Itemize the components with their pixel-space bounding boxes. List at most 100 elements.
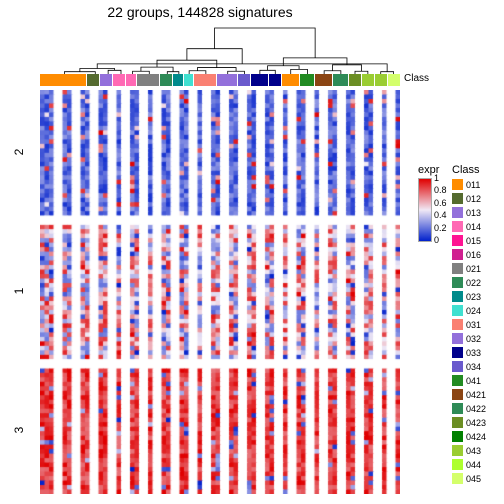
class-label: 031 bbox=[466, 320, 481, 330]
class-legend-item: 015 bbox=[452, 234, 502, 247]
class-label: 013 bbox=[466, 208, 481, 218]
column-group-swatch bbox=[126, 74, 136, 86]
class-label: 023 bbox=[466, 292, 481, 302]
class-swatch bbox=[452, 319, 463, 330]
class-legend-item: 041 bbox=[452, 374, 502, 387]
class-legend: Class 011 012 013 014 015 016 021 022 023 024 031 0… bbox=[452, 164, 502, 486]
column-group-swatch bbox=[388, 74, 400, 86]
class-legend-item: 032 bbox=[452, 332, 502, 345]
row-section-label: 1 bbox=[12, 272, 26, 310]
column-group-swatch bbox=[349, 74, 361, 86]
expr-tick: 0.8 bbox=[434, 185, 447, 195]
class-swatch bbox=[452, 305, 463, 316]
class-swatch bbox=[452, 235, 463, 246]
class-legend-item: 043 bbox=[452, 444, 502, 457]
class-label: 016 bbox=[466, 250, 481, 260]
class-label: 043 bbox=[466, 446, 481, 456]
column-group-swatch bbox=[184, 74, 194, 86]
row-section-label: 3 bbox=[12, 411, 26, 449]
column-group-swatch bbox=[282, 74, 299, 86]
class-legend-item: 033 bbox=[452, 346, 502, 359]
class-swatch bbox=[452, 403, 463, 414]
column-group-swatch bbox=[217, 74, 236, 86]
class-legend-item: 024 bbox=[452, 304, 502, 317]
class-label: 0424 bbox=[466, 432, 486, 442]
column-group-swatch bbox=[113, 74, 125, 86]
class-swatch bbox=[452, 263, 463, 274]
class-swatch bbox=[452, 347, 463, 358]
class-legend-item: 0421 bbox=[452, 388, 502, 401]
column-group-swatch bbox=[160, 74, 172, 86]
annotation-label: Class bbox=[404, 73, 429, 84]
column-group-swatch bbox=[238, 74, 250, 86]
class-legend-title: Class bbox=[452, 164, 502, 176]
expr-tick: 1 bbox=[434, 173, 439, 183]
class-legend-item: 021 bbox=[452, 262, 502, 275]
class-swatch bbox=[452, 207, 463, 218]
class-label: 015 bbox=[466, 236, 481, 246]
class-legend-item: 034 bbox=[452, 360, 502, 373]
class-legend-item: 0423 bbox=[452, 416, 502, 429]
class-swatch bbox=[452, 193, 463, 204]
column-group-swatch bbox=[87, 74, 99, 86]
class-label: 045 bbox=[466, 474, 481, 484]
class-swatch bbox=[452, 361, 463, 372]
class-swatch bbox=[452, 249, 463, 260]
column-group-swatch bbox=[362, 74, 374, 86]
class-swatch bbox=[452, 375, 463, 386]
class-label: 041 bbox=[466, 376, 481, 386]
expr-tick: 0 bbox=[434, 235, 439, 245]
class-legend-item: 044 bbox=[452, 458, 502, 471]
column-group-swatch bbox=[333, 74, 348, 86]
column-group-swatch bbox=[194, 74, 216, 86]
class-swatch bbox=[452, 431, 463, 442]
class-label: 011 bbox=[466, 180, 480, 190]
class-label: 024 bbox=[466, 306, 481, 316]
expr-tick: 0.4 bbox=[434, 210, 447, 220]
class-swatch bbox=[452, 445, 463, 456]
column-group-swatch bbox=[315, 74, 332, 86]
expr-gradient bbox=[418, 178, 432, 242]
class-label: 0421 bbox=[466, 390, 486, 400]
column-group-swatch bbox=[40, 74, 86, 86]
expression-heatmap bbox=[40, 90, 400, 494]
column-group-swatch bbox=[375, 74, 387, 86]
class-swatch bbox=[452, 179, 463, 190]
class-swatch bbox=[452, 221, 463, 232]
class-swatch bbox=[452, 473, 463, 484]
class-swatch bbox=[452, 459, 463, 470]
class-swatch bbox=[452, 277, 463, 288]
column-group-swatch bbox=[173, 74, 183, 86]
class-label: 034 bbox=[466, 362, 481, 372]
class-swatch bbox=[452, 389, 463, 400]
column-group-swatch bbox=[269, 74, 281, 86]
class-legend-item: 016 bbox=[452, 248, 502, 261]
column-dendrogram bbox=[40, 26, 400, 74]
chart-title: 22 groups, 144828 signatures bbox=[0, 4, 400, 20]
class-legend-item: 013 bbox=[452, 206, 502, 219]
column-group-swatch bbox=[100, 74, 112, 86]
class-legend-item: 014 bbox=[452, 220, 502, 233]
class-swatch bbox=[452, 333, 463, 344]
class-swatch bbox=[452, 417, 463, 428]
class-legend-item: 012 bbox=[452, 192, 502, 205]
class-label: 014 bbox=[466, 222, 481, 232]
class-legend-item: 0424 bbox=[452, 430, 502, 443]
class-label: 021 bbox=[466, 264, 481, 274]
row-cluster-labels: 2 1 3 bbox=[0, 90, 38, 494]
class-label: 0422 bbox=[466, 404, 486, 414]
class-label: 022 bbox=[466, 278, 481, 288]
class-label: 0423 bbox=[466, 418, 486, 428]
column-group-swatch bbox=[300, 74, 315, 86]
class-legend-item: 031 bbox=[452, 318, 502, 331]
column-annotation-bar bbox=[40, 74, 400, 86]
class-legend-item: 022 bbox=[452, 276, 502, 289]
class-legend-item: 045 bbox=[452, 472, 502, 485]
class-label: 044 bbox=[466, 460, 481, 470]
expr-tick: 0.2 bbox=[434, 223, 447, 233]
class-label: 032 bbox=[466, 334, 481, 344]
row-section-label: 2 bbox=[12, 133, 26, 171]
class-legend-item: 0422 bbox=[452, 402, 502, 415]
class-swatch bbox=[452, 291, 463, 302]
class-label: 033 bbox=[466, 348, 481, 358]
